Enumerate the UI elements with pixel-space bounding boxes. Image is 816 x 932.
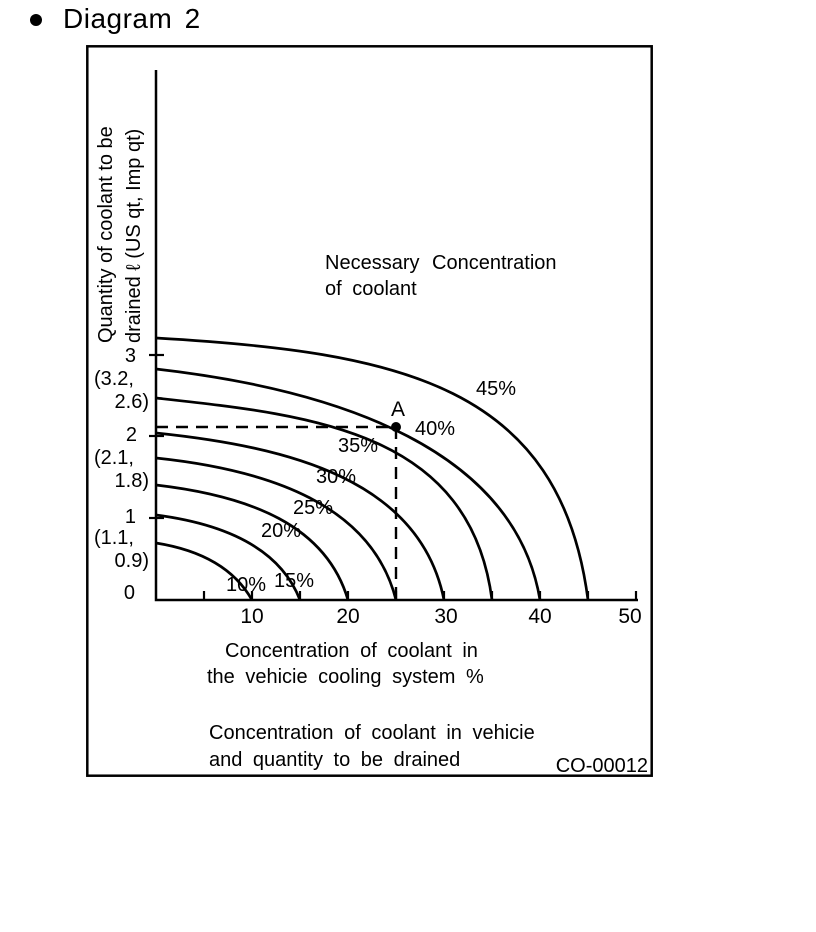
curve-label-15pct: 15% bbox=[274, 570, 314, 592]
curve-label-20pct: 20% bbox=[261, 520, 301, 542]
curve-labels: 10% 15% 20% 25% 30% 35% 40% 45% bbox=[226, 378, 516, 596]
y-tick-label-2-usqt: (2.1, bbox=[94, 447, 134, 469]
curve-label-40pct: 40% bbox=[415, 418, 455, 440]
x-tick-label-30: 30 bbox=[434, 605, 457, 628]
curve-label-35pct: 35% bbox=[338, 435, 378, 457]
curve-label-25pct: 25% bbox=[293, 497, 333, 519]
y-tick-label-3: 3 bbox=[125, 345, 136, 367]
figure-border bbox=[86, 45, 653, 777]
y-ticks bbox=[149, 353, 164, 520]
axes bbox=[149, 70, 638, 602]
x-tick-label-40: 40 bbox=[528, 605, 551, 628]
x-axis-label-line1: Concentration of coolant in bbox=[225, 640, 478, 662]
x-tick-label-10: 10 bbox=[240, 605, 263, 628]
y-axis-label-line1: Quantity of coolant to be bbox=[95, 126, 117, 343]
y-tick-label-3-impqt: 2.6) bbox=[115, 391, 149, 413]
bullet-icon bbox=[30, 14, 42, 26]
point-a-marker bbox=[391, 422, 401, 432]
point-a-label: A bbox=[391, 398, 405, 421]
curve-10pct bbox=[155, 541, 254, 601]
curve-25pct bbox=[155, 456, 398, 601]
curve-label-10pct: 10% bbox=[226, 574, 266, 596]
x-tick-label-50: 50 bbox=[618, 605, 641, 628]
curve-40pct bbox=[155, 367, 542, 601]
y-tick-labels: 3 (3.2, 2.6) 2 (2.1, 1.8) 1 (1.1, 0.9) 0 bbox=[94, 345, 149, 604]
curve-label-45pct: 45% bbox=[476, 378, 516, 400]
x-axis-label-line2: the vehicie cooling system % bbox=[207, 666, 484, 688]
curve-15pct bbox=[155, 513, 302, 601]
x-tick-labels: 10 20 30 40 50 bbox=[240, 605, 641, 628]
curve-30pct bbox=[155, 431, 446, 601]
y-tick-label-1: 1 bbox=[125, 506, 136, 528]
y-tick-label-1-usqt: (1.1, bbox=[94, 527, 134, 549]
y-axis-label-line2: drained ℓ (US qt, Imp qt) bbox=[123, 129, 145, 343]
concentration-curves bbox=[155, 336, 590, 601]
coolant-drain-chart: Quantity of coolant to be drained ℓ (US … bbox=[86, 45, 653, 777]
y-tick-label-2-impqt: 1.8) bbox=[115, 470, 149, 492]
diagram-heading: Diagram 2 bbox=[30, 3, 201, 35]
x-tick-label-20: 20 bbox=[336, 605, 359, 628]
curve-35pct bbox=[155, 396, 494, 601]
point-a-guides bbox=[156, 422, 401, 600]
y-tick-label-2: 2 bbox=[126, 424, 137, 446]
figure-code: CO-00012 bbox=[556, 755, 648, 777]
y-tick-label-3-usqt: (3.2, bbox=[94, 368, 134, 390]
inner-title-line1: Necessary Concentration bbox=[325, 252, 557, 274]
inner-title-line2: of coolant bbox=[325, 278, 417, 300]
page-title: Diagram 2 bbox=[63, 3, 201, 34]
curve-45pct bbox=[155, 336, 590, 601]
y-tick-label-1-impqt: 0.9) bbox=[115, 550, 149, 572]
caption-line2: and quantity to be drained bbox=[209, 749, 460, 771]
x-ticks bbox=[202, 591, 638, 600]
caption-line1: Concentration of coolant in vehicie bbox=[209, 722, 535, 744]
axis-lines bbox=[154, 70, 638, 602]
y-tick-label-0: 0 bbox=[124, 582, 135, 604]
curve-label-30pct: 30% bbox=[316, 466, 356, 488]
curve-20pct bbox=[155, 483, 350, 601]
